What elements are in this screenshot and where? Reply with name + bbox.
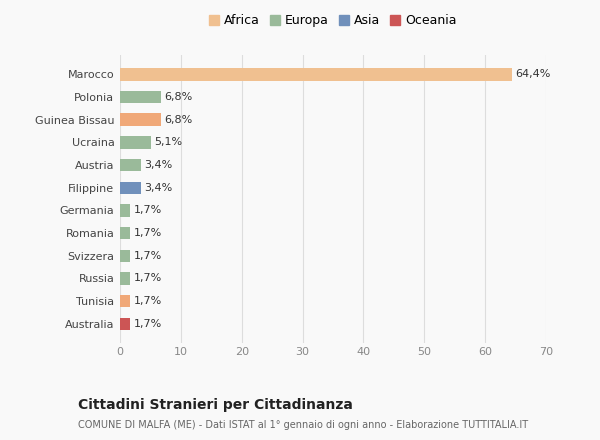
Bar [120,227,130,239]
Text: 1,7%: 1,7% [133,274,161,283]
Text: Cittadini Stranieri per Cittadinanza: Cittadini Stranieri per Cittadinanza [78,398,353,412]
Text: 3,4%: 3,4% [144,160,172,170]
Text: 1,7%: 1,7% [133,251,161,261]
Bar [120,91,161,103]
Bar [120,249,130,262]
Text: COMUNE DI MALFA (ME) - Dati ISTAT al 1° gennaio di ogni anno - Elaborazione TUTT: COMUNE DI MALFA (ME) - Dati ISTAT al 1° … [78,420,528,430]
Bar [120,68,512,81]
Text: 1,7%: 1,7% [133,319,161,329]
Text: 5,1%: 5,1% [154,137,182,147]
Legend: Africa, Europa, Asia, Oceania: Africa, Europa, Asia, Oceania [204,9,462,33]
Bar [120,318,130,330]
Text: 1,7%: 1,7% [133,205,161,216]
Bar [120,114,161,126]
Bar [120,159,140,171]
Text: 6,8%: 6,8% [164,115,193,125]
Bar [120,204,130,216]
Text: 1,7%: 1,7% [133,228,161,238]
Bar [120,295,130,308]
Text: 3,4%: 3,4% [144,183,172,193]
Text: 6,8%: 6,8% [164,92,193,102]
Bar [120,182,140,194]
Text: 1,7%: 1,7% [133,296,161,306]
Bar [120,136,151,149]
Bar [120,272,130,285]
Text: 64,4%: 64,4% [515,70,550,79]
